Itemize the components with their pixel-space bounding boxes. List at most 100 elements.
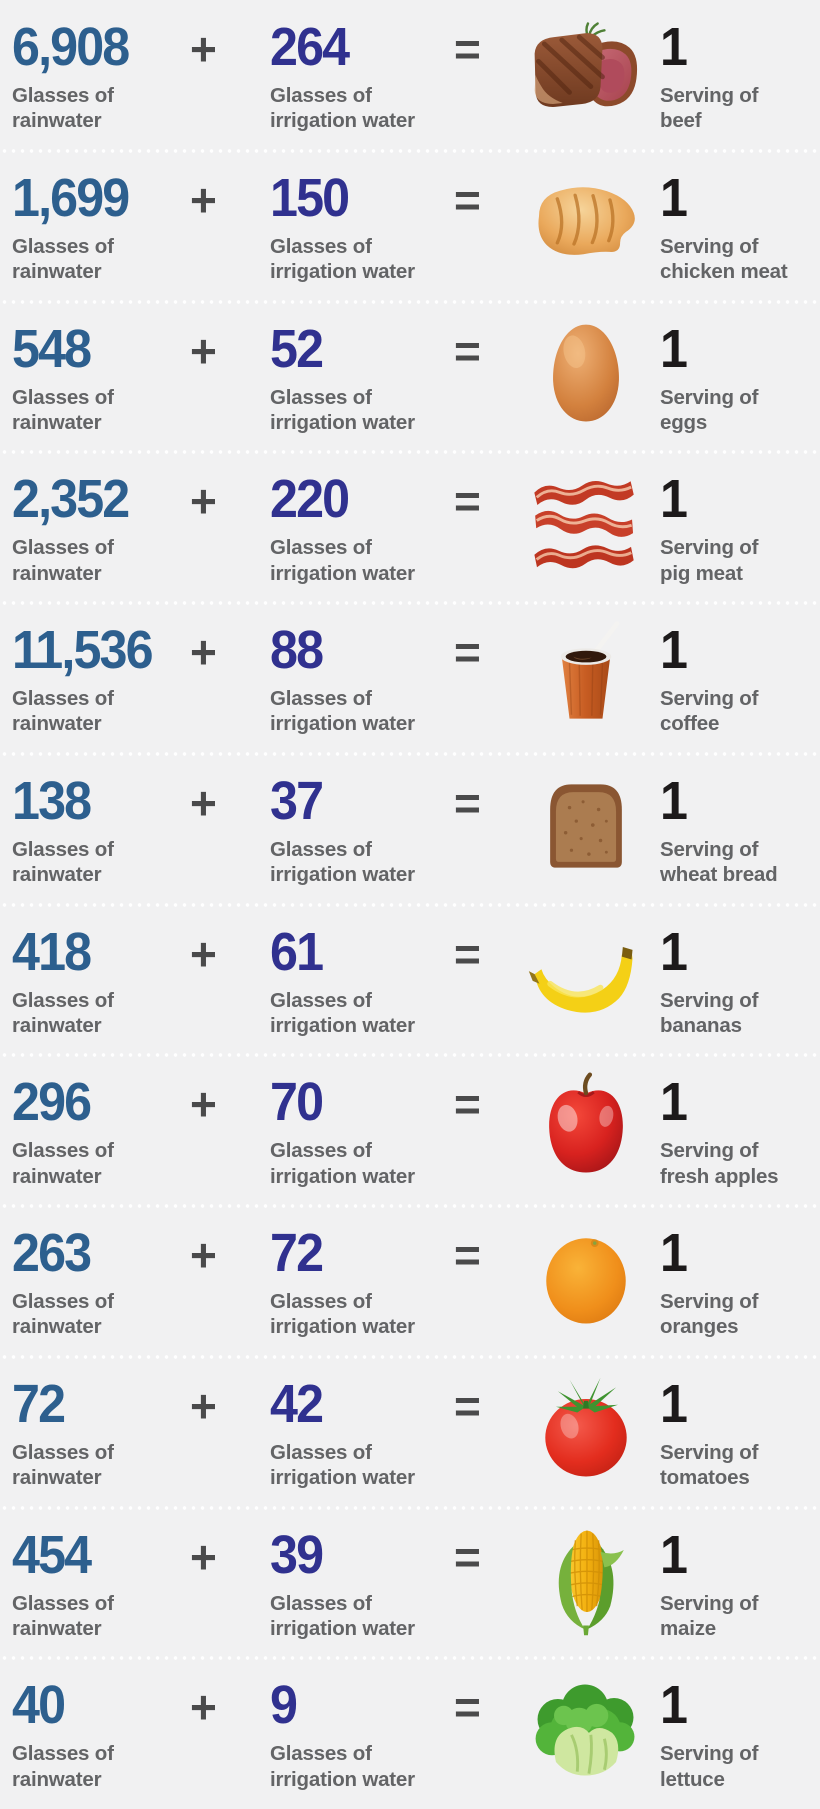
rainwater-value: 548 [12, 318, 92, 379]
food-row: 1,699 Glasses of rainwater + 150 Glasses… [0, 151, 820, 304]
serving-count: 1 [660, 167, 688, 228]
rainwater-label-line2: rainwater [12, 1616, 102, 1640]
irrigation-label-line2: irrigation water [270, 1767, 415, 1791]
equals-sign: = [454, 1078, 481, 1131]
rainwater-label-line1: Glasses of [12, 385, 114, 409]
serving-count: 1 [660, 921, 688, 982]
serving-count: 1 [660, 469, 688, 530]
rainwater-label: Glasses of rainwater [12, 686, 190, 737]
rainwater-label: Glasses of rainwater [12, 1440, 190, 1491]
food-row: 263 Glasses of rainwater + 72 Glasses of… [0, 1206, 820, 1359]
food-row: 454 Glasses of rainwater + 39 Glasses of… [0, 1508, 820, 1660]
irrigation-label-line1: Glasses of [270, 687, 372, 710]
serving-column: 1 Serving of chicken meat [652, 151, 820, 285]
lettuce-image [520, 1658, 652, 1788]
rainwater-value: 263 [12, 1223, 92, 1283]
irrigation-label-line1: Glasses of [270, 234, 372, 258]
irrigation-column: 264 Glasses of irrigation water [270, 0, 440, 134]
irrigation-value: 61 [270, 921, 324, 982]
serving-label-line2: tomatoes [660, 1466, 750, 1490]
food-row: 11,536 Glasses of rainwater + 88 Glasses… [0, 603, 820, 756]
plus-sign: + [190, 927, 217, 980]
irrigation-label: Glasses of irrigation water [270, 837, 440, 888]
rainwater-label-line1: Glasses of [12, 687, 114, 710]
bread-image [520, 754, 652, 884]
serving-count: 1 [660, 1223, 688, 1283]
rainwater-label: Glasses of rainwater [12, 234, 190, 285]
irrigation-label-line2: irrigation water [270, 410, 415, 434]
irrigation-label-line2: irrigation water [270, 1164, 415, 1188]
serving-label-line2: fresh apples [660, 1164, 779, 1188]
chicken-image [520, 151, 652, 281]
rainwater-column: 72 Glasses of rainwater [12, 1357, 190, 1491]
irrigation-label: Glasses of irrigation water [270, 1440, 440, 1491]
serving-column: 1 Serving of wheat bread [652, 754, 820, 888]
irrigation-value: 264 [270, 17, 350, 77]
irrigation-column: 150 Glasses of irrigation water [270, 151, 440, 285]
serving-label-line1: Serving of [660, 1591, 759, 1615]
serving-label-line1: Serving of [660, 837, 759, 861]
serving-label-line1: Serving of [660, 1440, 759, 1464]
serving-column: 1 Serving of bananas [652, 905, 820, 1039]
rainwater-value: 40 [12, 1675, 66, 1736]
rainwater-column: 6,908 Glasses of rainwater [12, 0, 190, 134]
irrigation-column: 52 Glasses of irrigation water [270, 302, 440, 436]
serving-label: Serving of pig meat [660, 535, 820, 586]
plus-sign: + [190, 324, 217, 377]
rainwater-label-line1: Glasses of [12, 1742, 114, 1766]
rainwater-value: 2,352 [12, 469, 130, 530]
plus-sign: + [190, 626, 217, 678]
food-row: 6,908 Glasses of rainwater + 264 Glasses… [0, 0, 820, 153]
irrigation-label-line1: Glasses of [270, 1440, 372, 1464]
irrigation-label-line2: irrigation water [270, 1466, 415, 1490]
rainwater-label-line1: Glasses of [12, 536, 114, 560]
serving-label-line1: Serving of [660, 1742, 759, 1766]
irrigation-label-line1: Glasses of [270, 988, 372, 1012]
irrigation-column: 37 Glasses of irrigation water [270, 754, 440, 888]
serving-label-line1: Serving of [660, 687, 759, 710]
irrigation-value: 72 [270, 1223, 324, 1283]
irrigation-value: 52 [270, 318, 324, 379]
rainwater-label-line1: Glasses of [12, 1290, 114, 1313]
maize-image [520, 1508, 652, 1638]
rainwater-value: 418 [12, 921, 92, 982]
equals-sign: = [454, 1229, 481, 1281]
coffee-image [520, 603, 652, 733]
serving-label-line1: Serving of [660, 84, 759, 107]
serving-label-line1: Serving of [660, 385, 759, 409]
serving-label: Serving of eggs [660, 385, 820, 436]
serving-label: Serving of fresh apples [660, 1138, 820, 1189]
irrigation-column: 70 Glasses of irrigation water [270, 1055, 440, 1189]
irrigation-value: 42 [270, 1373, 324, 1434]
rainwater-column: 11,536 Glasses of rainwater [12, 603, 190, 737]
rainwater-label-line2: rainwater [12, 863, 102, 887]
irrigation-column: 61 Glasses of irrigation water [270, 905, 440, 1039]
irrigation-label-line2: irrigation water [270, 863, 415, 887]
food-row: 548 Glasses of rainwater + 52 Glasses of… [0, 302, 820, 454]
irrigation-value: 88 [270, 620, 324, 680]
serving-count: 1 [660, 620, 688, 680]
plus-sign: + [190, 23, 217, 75]
serving-label-line2: chicken meat [660, 260, 788, 284]
irrigation-label-line2: irrigation water [270, 712, 415, 736]
serving-label: Serving of coffee [660, 686, 820, 737]
equals-sign: = [454, 173, 481, 226]
equals-sign: = [454, 1379, 481, 1432]
irrigation-label: Glasses of irrigation water [270, 535, 440, 586]
serving-column: 1 Serving of coffee [652, 603, 820, 737]
rainwater-column: 2,352 Glasses of rainwater [12, 452, 190, 586]
food-row: 2,352 Glasses of rainwater + 220 Glasses… [0, 452, 820, 605]
irrigation-label-line2: irrigation water [270, 109, 415, 133]
serving-label-line1: Serving of [660, 234, 759, 258]
rainwater-label-line2: rainwater [12, 1315, 102, 1339]
irrigation-label: Glasses of irrigation water [270, 988, 440, 1039]
serving-column: 1 Serving of oranges [652, 1206, 820, 1340]
rainwater-label: Glasses of rainwater [12, 837, 190, 888]
serving-label: Serving of chicken meat [660, 234, 820, 285]
serving-column: 1 Serving of eggs [652, 302, 820, 436]
serving-label: Serving of wheat bread [660, 837, 820, 888]
serving-label-line2: oranges [660, 1315, 739, 1339]
serving-column: 1 Serving of tomatoes [652, 1357, 820, 1491]
plus-sign: + [190, 1078, 217, 1131]
food-row: 40 Glasses of rainwater + 9 Glasses of i… [0, 1658, 820, 1809]
